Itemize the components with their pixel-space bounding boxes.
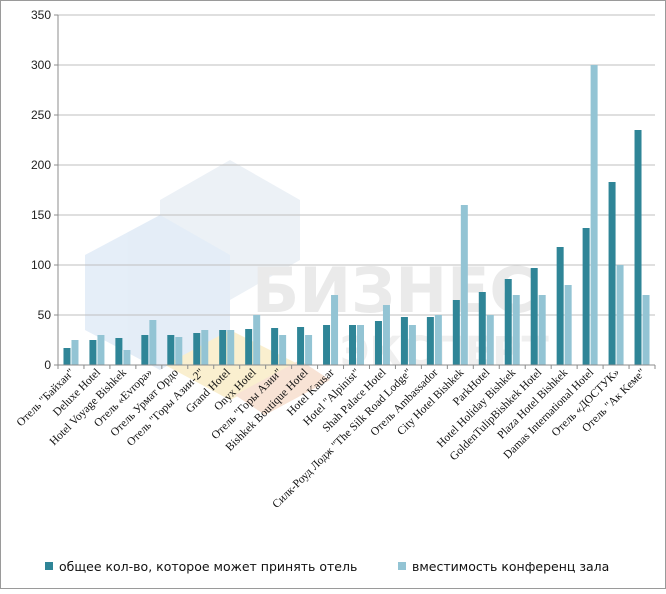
y-tick-label: 150 <box>31 208 51 222</box>
bar-series-2 <box>149 320 157 365</box>
y-tick-label: 100 <box>31 258 51 272</box>
bar-series-2 <box>201 330 209 365</box>
bar-series-2 <box>279 335 287 365</box>
bar-series-1 <box>193 333 201 365</box>
legend-label-series-1: общее кол-во, которое может принять отел… <box>59 559 357 574</box>
y-tick-label: 250 <box>31 108 51 122</box>
y-tick-label: 300 <box>31 58 51 72</box>
legend-swatch-series-1 <box>45 562 53 570</box>
bar-series-1 <box>297 327 305 365</box>
bar-series-2 <box>486 315 494 365</box>
bar-series-2 <box>408 325 416 365</box>
bar-series-1 <box>400 317 408 365</box>
bar-series-1 <box>426 317 434 365</box>
bar-series-2 <box>590 65 598 365</box>
bar-series-1 <box>452 300 460 365</box>
bar-series-1 <box>245 329 253 365</box>
bar-series-2 <box>253 315 261 365</box>
bar-series-2 <box>642 295 650 365</box>
bar-series-2 <box>227 330 235 365</box>
axes <box>54 14 656 369</box>
bar-series-1 <box>374 321 382 365</box>
y-axis-ticks: 0 50 100 150 200 250 300 350 <box>31 8 51 372</box>
bars <box>63 65 650 365</box>
legend-swatch-series-2 <box>398 562 406 570</box>
bar-series-1 <box>167 335 175 365</box>
bar-series-1 <box>63 348 71 365</box>
bar-series-2 <box>434 315 442 365</box>
bar-series-2 <box>382 305 390 365</box>
bar-series-1 <box>141 335 149 365</box>
y-tick-label: 0 <box>44 358 51 372</box>
bar-series-1 <box>478 292 486 365</box>
bar-series-1 <box>271 328 279 365</box>
bar-series-1 <box>89 340 97 365</box>
bar-series-2 <box>616 265 624 365</box>
legend-label-series-2: вместимость конференц зала <box>412 559 609 574</box>
bar-series-1 <box>608 182 616 365</box>
bar-series-2 <box>175 337 183 365</box>
bar-series-2 <box>512 295 520 365</box>
bar-series-2 <box>97 335 105 365</box>
bar-series-2 <box>357 325 364 365</box>
y-tick-label: 50 <box>38 308 52 322</box>
legend: общее кол-во, которое может принять отел… <box>45 559 609 574</box>
watermark-cube-left <box>85 215 230 370</box>
gridlines <box>58 14 655 316</box>
bar-series-2 <box>538 295 546 365</box>
bar-series-1 <box>349 325 356 365</box>
bar-series-1 <box>634 130 642 365</box>
bar-series-1 <box>504 279 512 365</box>
bar-series-1 <box>582 228 590 365</box>
watermark-diamond-orange <box>235 360 330 415</box>
bar-series-2 <box>331 295 339 365</box>
bar-series-1 <box>115 338 123 365</box>
bar-series-2 <box>71 340 79 365</box>
bar-series-1 <box>530 268 538 365</box>
bar-series-2 <box>123 350 131 365</box>
bar-series-1 <box>323 325 331 365</box>
bar-series-1 <box>219 330 227 365</box>
y-tick-label: 200 <box>31 158 51 172</box>
bar-series-1 <box>556 247 564 365</box>
y-tick-label: 350 <box>31 8 51 22</box>
bar-series-2 <box>564 285 572 365</box>
bar-series-2 <box>305 335 313 365</box>
bar-series-2 <box>460 205 468 365</box>
